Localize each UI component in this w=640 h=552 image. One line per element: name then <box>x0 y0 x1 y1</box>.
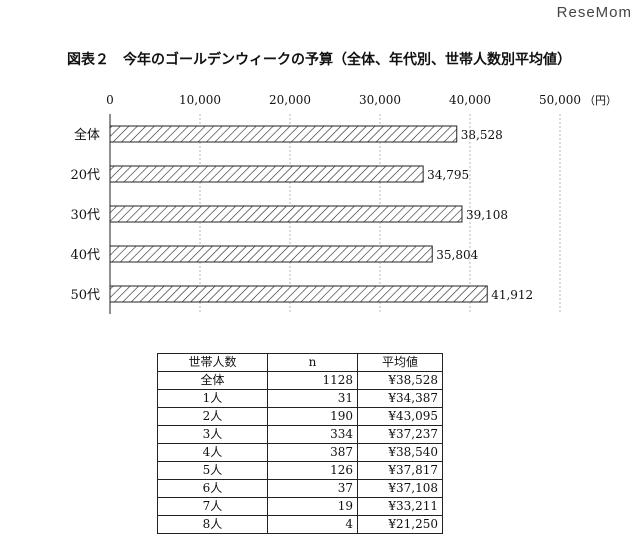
category-label: 20代 <box>70 168 100 183</box>
household-budget-table: 世帯人数 n 平均値 全体 1128 ¥38,528 1人 31 ¥34,387 2人 190… <box>157 353 443 534</box>
cell-n: 387 <box>267 443 358 462</box>
value-label: 35,804 <box>436 248 478 262</box>
cell-household-size: 全体 <box>157 371 268 390</box>
cell-n: 126 <box>267 461 358 480</box>
cell-n: 37 <box>267 479 358 498</box>
cell-household-size: 8人 <box>157 515 268 534</box>
cell-average: ¥34,387 <box>357 389 443 408</box>
table-row: 6人 37 ¥37,108 <box>157 479 443 498</box>
watermark-logo: ReseMom <box>556 4 632 21</box>
value-label: 34,795 <box>427 168 469 182</box>
bar <box>109 205 463 223</box>
value-label: 38,528 <box>461 128 503 142</box>
table-header-row: 世帯人数 n 平均値 <box>157 353 443 372</box>
table-row: 1人 31 ¥34,387 <box>157 389 443 408</box>
bar <box>109 165 424 183</box>
value-label: 39,108 <box>466 208 508 222</box>
cell-n: 4 <box>267 515 358 534</box>
bar <box>109 285 488 303</box>
table-row: 5人 126 ¥37,817 <box>157 461 443 480</box>
bar <box>109 125 458 143</box>
x-tick-label: 20,000 <box>269 93 311 107</box>
x-tick-label: 30,000 <box>359 93 401 107</box>
cell-household-size: 3人 <box>157 425 268 444</box>
cell-n: 334 <box>267 425 358 444</box>
table-row: 3人 334 ¥37,237 <box>157 425 443 444</box>
cell-household-size: 7人 <box>157 497 268 516</box>
bars: 全体 38,528 20代 34,795 30代 39,108 40代 35,804 50代 41… <box>70 125 533 303</box>
cell-n: 19 <box>267 497 358 516</box>
bar <box>109 245 433 263</box>
bar-chart: 0 10,000 20,000 30,000 40,000 50,000 （円） 全体 38… <box>70 93 617 314</box>
category-label: 全体 <box>74 127 100 143</box>
table-row: 2人 190 ¥43,095 <box>157 407 443 426</box>
category-label: 30代 <box>70 208 100 223</box>
x-tick-label: 0 <box>106 93 114 107</box>
header-n: n <box>267 353 358 372</box>
cell-average: ¥38,528 <box>357 371 443 390</box>
cell-n: 1128 <box>267 371 358 390</box>
cell-average: ¥37,237 <box>357 425 443 444</box>
chart-title: 図表２ 今年のゴールデンウィークの予算（全体、年代別、世帯人数別平均値） <box>67 52 571 68</box>
cell-household-size: 1人 <box>157 389 268 408</box>
axis-unit-label: （円） <box>584 94 617 107</box>
header-household-size: 世帯人数 <box>157 353 268 372</box>
table-row: 全体 1128 ¥38,528 <box>157 371 443 390</box>
category-label: 40代 <box>70 248 100 263</box>
x-tick-label: 50,000 <box>539 93 581 107</box>
cell-average: ¥37,108 <box>357 479 443 498</box>
cell-average: ¥21,250 <box>357 515 443 534</box>
x-tick-label: 10,000 <box>179 93 221 107</box>
cell-average: ¥43,095 <box>357 407 443 426</box>
header-average: 平均値 <box>357 353 443 372</box>
cell-n: 31 <box>267 389 358 408</box>
table-row: 7人 19 ¥33,211 <box>157 497 443 516</box>
x-tick-label: 40,000 <box>449 93 491 107</box>
x-axis-ticks: 0 10,000 20,000 30,000 40,000 50,000 <box>106 93 581 107</box>
cell-household-size: 5人 <box>157 461 268 480</box>
table-row: 8人 4 ¥21,250 <box>157 515 443 534</box>
cell-average: ¥33,211 <box>357 497 443 516</box>
cell-n: 190 <box>267 407 358 426</box>
cell-average: ¥37,817 <box>357 461 443 480</box>
cell-household-size: 4人 <box>157 443 268 462</box>
cell-average: ¥38,540 <box>357 443 443 462</box>
category-label: 50代 <box>70 288 100 303</box>
table-row: 4人 387 ¥38,540 <box>157 443 443 462</box>
value-label: 41,912 <box>491 288 533 302</box>
cell-household-size: 2人 <box>157 407 268 426</box>
cell-household-size: 6人 <box>157 479 268 498</box>
